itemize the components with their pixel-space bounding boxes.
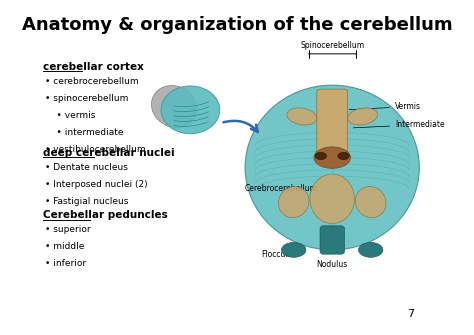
Ellipse shape xyxy=(310,174,355,223)
FancyBboxPatch shape xyxy=(320,226,345,254)
Text: • vestibulocerebellum: • vestibulocerebellum xyxy=(45,145,145,154)
Text: • superior: • superior xyxy=(45,225,90,234)
Text: Flocculus: Flocculus xyxy=(261,250,297,259)
Text: • vermis: • vermis xyxy=(45,111,95,120)
Text: • Dentate nucleus: • Dentate nucleus xyxy=(45,162,128,172)
Text: • middle: • middle xyxy=(45,242,84,251)
Text: Cerebrocerebellum: Cerebrocerebellum xyxy=(245,184,318,193)
Text: • Interposed nuclei (2): • Interposed nuclei (2) xyxy=(45,180,147,189)
Text: • Fastigial nucleus: • Fastigial nucleus xyxy=(45,197,128,206)
Ellipse shape xyxy=(245,85,419,250)
Text: • inferior: • inferior xyxy=(45,259,86,268)
Ellipse shape xyxy=(315,152,327,159)
Text: deep cerebellar nuclei: deep cerebellar nuclei xyxy=(43,148,174,158)
Ellipse shape xyxy=(151,85,197,128)
FancyBboxPatch shape xyxy=(317,89,347,157)
Ellipse shape xyxy=(338,152,349,159)
Text: Vermis: Vermis xyxy=(349,102,421,111)
Ellipse shape xyxy=(356,187,386,218)
Ellipse shape xyxy=(348,108,377,125)
Text: Nodulus: Nodulus xyxy=(316,260,347,269)
Ellipse shape xyxy=(278,187,309,218)
Text: • intermediate: • intermediate xyxy=(45,128,123,137)
Text: Anatomy & organization of the cerebellum: Anatomy & organization of the cerebellum xyxy=(22,16,452,34)
Ellipse shape xyxy=(314,147,350,168)
Text: • spinocerebellum: • spinocerebellum xyxy=(45,94,128,103)
Text: Intermediate: Intermediate xyxy=(353,120,445,129)
Text: Cerebellar peduncles: Cerebellar peduncles xyxy=(43,210,167,220)
Text: • cerebrocerebellum: • cerebrocerebellum xyxy=(45,77,138,86)
Text: cerebellar cortex: cerebellar cortex xyxy=(43,62,144,72)
Text: Spinocerebellum: Spinocerebellum xyxy=(300,41,365,50)
Text: 7: 7 xyxy=(407,309,414,319)
Ellipse shape xyxy=(358,243,383,257)
Ellipse shape xyxy=(161,86,220,134)
Ellipse shape xyxy=(287,108,317,125)
Ellipse shape xyxy=(282,243,306,257)
